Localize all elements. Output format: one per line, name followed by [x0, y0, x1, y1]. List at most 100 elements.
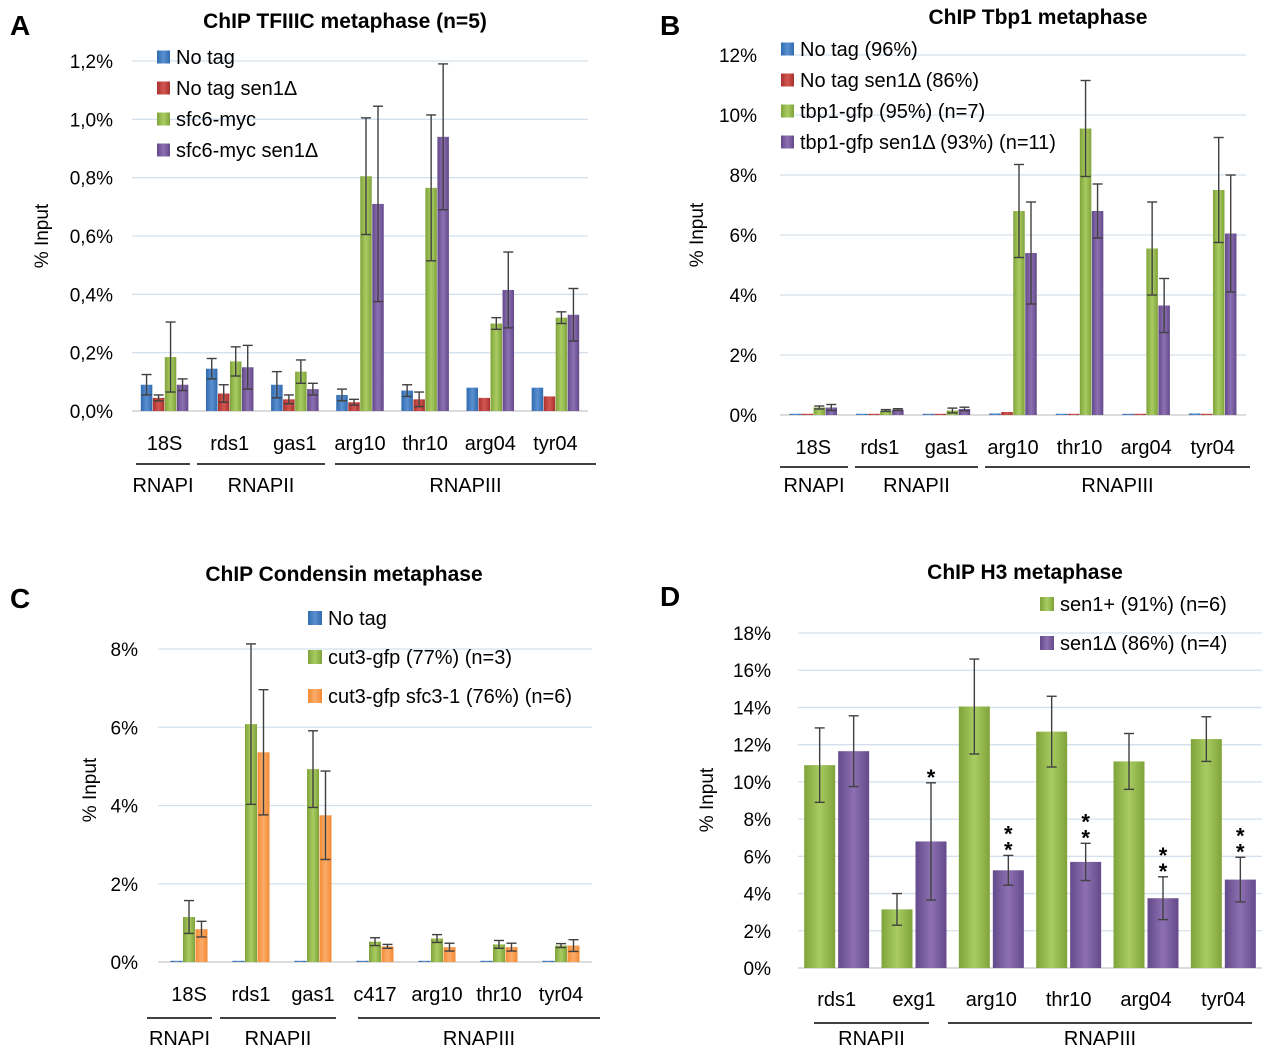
y-axis-label: % Input	[32, 203, 53, 268]
bar-arg10-series-1	[1001, 412, 1013, 415]
x-tick-label-gas1: gas1	[291, 984, 334, 1006]
y-tick-label: 0,0%	[70, 402, 113, 423]
bar-tyr04-series-3	[1224, 233, 1237, 415]
bar-arg04-series-3	[502, 289, 515, 411]
bar-arg04-series-0	[466, 387, 479, 411]
y-tick-label: 0%	[111, 953, 139, 974]
x-tick-label-18S: 18S	[171, 984, 207, 1006]
legend-swatch	[157, 50, 170, 64]
y-tick-label: 2%	[111, 875, 139, 896]
bar-gas1-series-2	[319, 815, 332, 962]
chart-panel-b: B ChIP Tbp1 metaphase 0% 2% 4% 6% 8% 10% 12% % In…	[660, 6, 1250, 497]
significance-star: *	[1159, 843, 1168, 868]
bar-gas1-series-1	[934, 413, 947, 415]
y-tick-label: 6%	[730, 226, 758, 247]
bar-rds1-series-3	[892, 409, 904, 415]
significance-star: *	[1236, 839, 1245, 864]
group-label-RNAPII: RNAPII	[838, 1028, 905, 1050]
y-tick-label: 1,2%	[70, 52, 113, 73]
bar-c417-series-1	[369, 941, 381, 962]
bar-arg10-series-1	[348, 402, 360, 411]
legend: No tag No tag sen1Δ sfc6-myc sfc6-myc sen1Δ	[157, 47, 318, 162]
x-tick-label-tyr04: tyr04	[533, 433, 577, 455]
y-tick-label: 1,0%	[70, 110, 113, 131]
bar-arg04-series-2	[490, 323, 503, 411]
y-axis-label: % Input	[687, 202, 708, 267]
legend-entry: sfc6-myc	[176, 109, 256, 131]
y-tick-label: 8%	[730, 166, 758, 187]
chart-title: ChIP Tbp1 metaphase	[928, 6, 1147, 29]
x-tick-label-c417: c417	[353, 984, 396, 1006]
legend-swatch	[157, 143, 170, 157]
bar-tyr04-series-2	[555, 317, 568, 411]
legend-entry: No tag sen1Δ (86%)	[800, 70, 979, 92]
bar-18S-series-0	[140, 384, 153, 411]
bar-thr10-series-0	[1036, 731, 1068, 968]
chart-title: ChIP Condensin metaphase	[205, 563, 482, 586]
x-tick-label-18S: 18S	[795, 437, 831, 459]
bar-18S-series-1	[152, 397, 165, 411]
legend-swatch	[308, 650, 322, 664]
y-tick-label: 0%	[744, 959, 772, 980]
y-tick-label: 6%	[744, 847, 772, 868]
y-tick-label: 8%	[744, 810, 772, 831]
bar-rds1-series-2	[229, 361, 242, 411]
x-tick-label-rds1: rds1	[860, 437, 899, 459]
y-tick-label: 12%	[719, 46, 757, 67]
bar-c417-series-2	[381, 946, 394, 962]
bar-tyr04-series-0	[531, 387, 544, 411]
y-tick-label: 0,8%	[70, 169, 113, 190]
legend-swatch	[781, 73, 794, 87]
x-tick-label-gas1: gas1	[925, 437, 968, 459]
bar-gas1-series-1	[307, 769, 319, 962]
bar-arg10-series-0	[336, 394, 348, 411]
bar-18S-series-0	[170, 960, 183, 962]
bar-arg04-series-0	[1122, 413, 1134, 415]
bar-18S-series-1	[801, 413, 814, 415]
y-tick-label: 4%	[744, 885, 772, 906]
bar-arg04-series-0	[1113, 761, 1145, 968]
x-tick-label-rds1: rds1	[817, 989, 856, 1011]
bar-arg04-series-1	[478, 397, 491, 411]
legend: No tag (96%) No tag sen1Δ (86%) tbp1-gfp (…	[781, 39, 1056, 154]
legend-entry: No tag	[176, 47, 235, 69]
significance-star: *	[1081, 825, 1090, 850]
y-tick-label: 8%	[111, 640, 139, 661]
legend-entry: sfc6-myc sen1Δ	[176, 140, 318, 162]
bar-arg10-series-1	[992, 870, 1024, 968]
chart-title: ChIP TFIIIC metaphase (n=5)	[203, 10, 487, 33]
bar-rds1-series-2	[257, 752, 270, 962]
chart-panel-c: C ChIP Condensin metaphase 0% 2% 4% 6% 8% % Inp…	[10, 563, 600, 1050]
significance-star: *	[1081, 809, 1090, 834]
y-tick-label: 2%	[730, 346, 758, 367]
bar-18S-series-1	[183, 917, 195, 962]
bar-thr10-series-0	[480, 960, 493, 962]
legend-swatch	[1040, 636, 1054, 650]
y-tick-label: 0,2%	[70, 344, 113, 365]
bar-arg10-series-3	[372, 203, 384, 411]
bar-arg10-series-2	[360, 176, 372, 411]
bar-tyr04-series-1	[1200, 413, 1213, 415]
bar-18S-series-3	[825, 407, 838, 415]
y-axis-label: % Input	[80, 757, 101, 822]
group-label-RNAPIII: RNAPIII	[1081, 475, 1153, 497]
y-tick-label: 16%	[733, 661, 771, 682]
bar-gas1-series-2	[295, 371, 307, 411]
legend-swatch	[157, 81, 170, 95]
bar-thr10-series-2	[1079, 128, 1092, 415]
bar-18S-series-3	[176, 384, 189, 411]
group-label-RNAPI: RNAPI	[132, 475, 193, 497]
chart-title: ChIP H3 metaphase	[927, 561, 1123, 584]
bar-rds1-series-0	[232, 960, 245, 962]
x-tick-label-arg04: arg04	[1121, 437, 1172, 459]
bar-rds1-series-1	[245, 724, 257, 962]
bar-arg10-series-2	[1013, 211, 1025, 415]
bar-tyr04-series-1	[543, 396, 556, 411]
legend-entry: sen1+ (91%) (n=6)	[1060, 594, 1227, 616]
bar-thr10-series-3	[437, 136, 449, 412]
y-tick-label: 12%	[733, 736, 771, 757]
x-tick-label-thr10: thr10	[476, 984, 522, 1006]
bar-rds1-series-1	[838, 751, 870, 968]
bar-18S-series-2	[813, 407, 826, 415]
